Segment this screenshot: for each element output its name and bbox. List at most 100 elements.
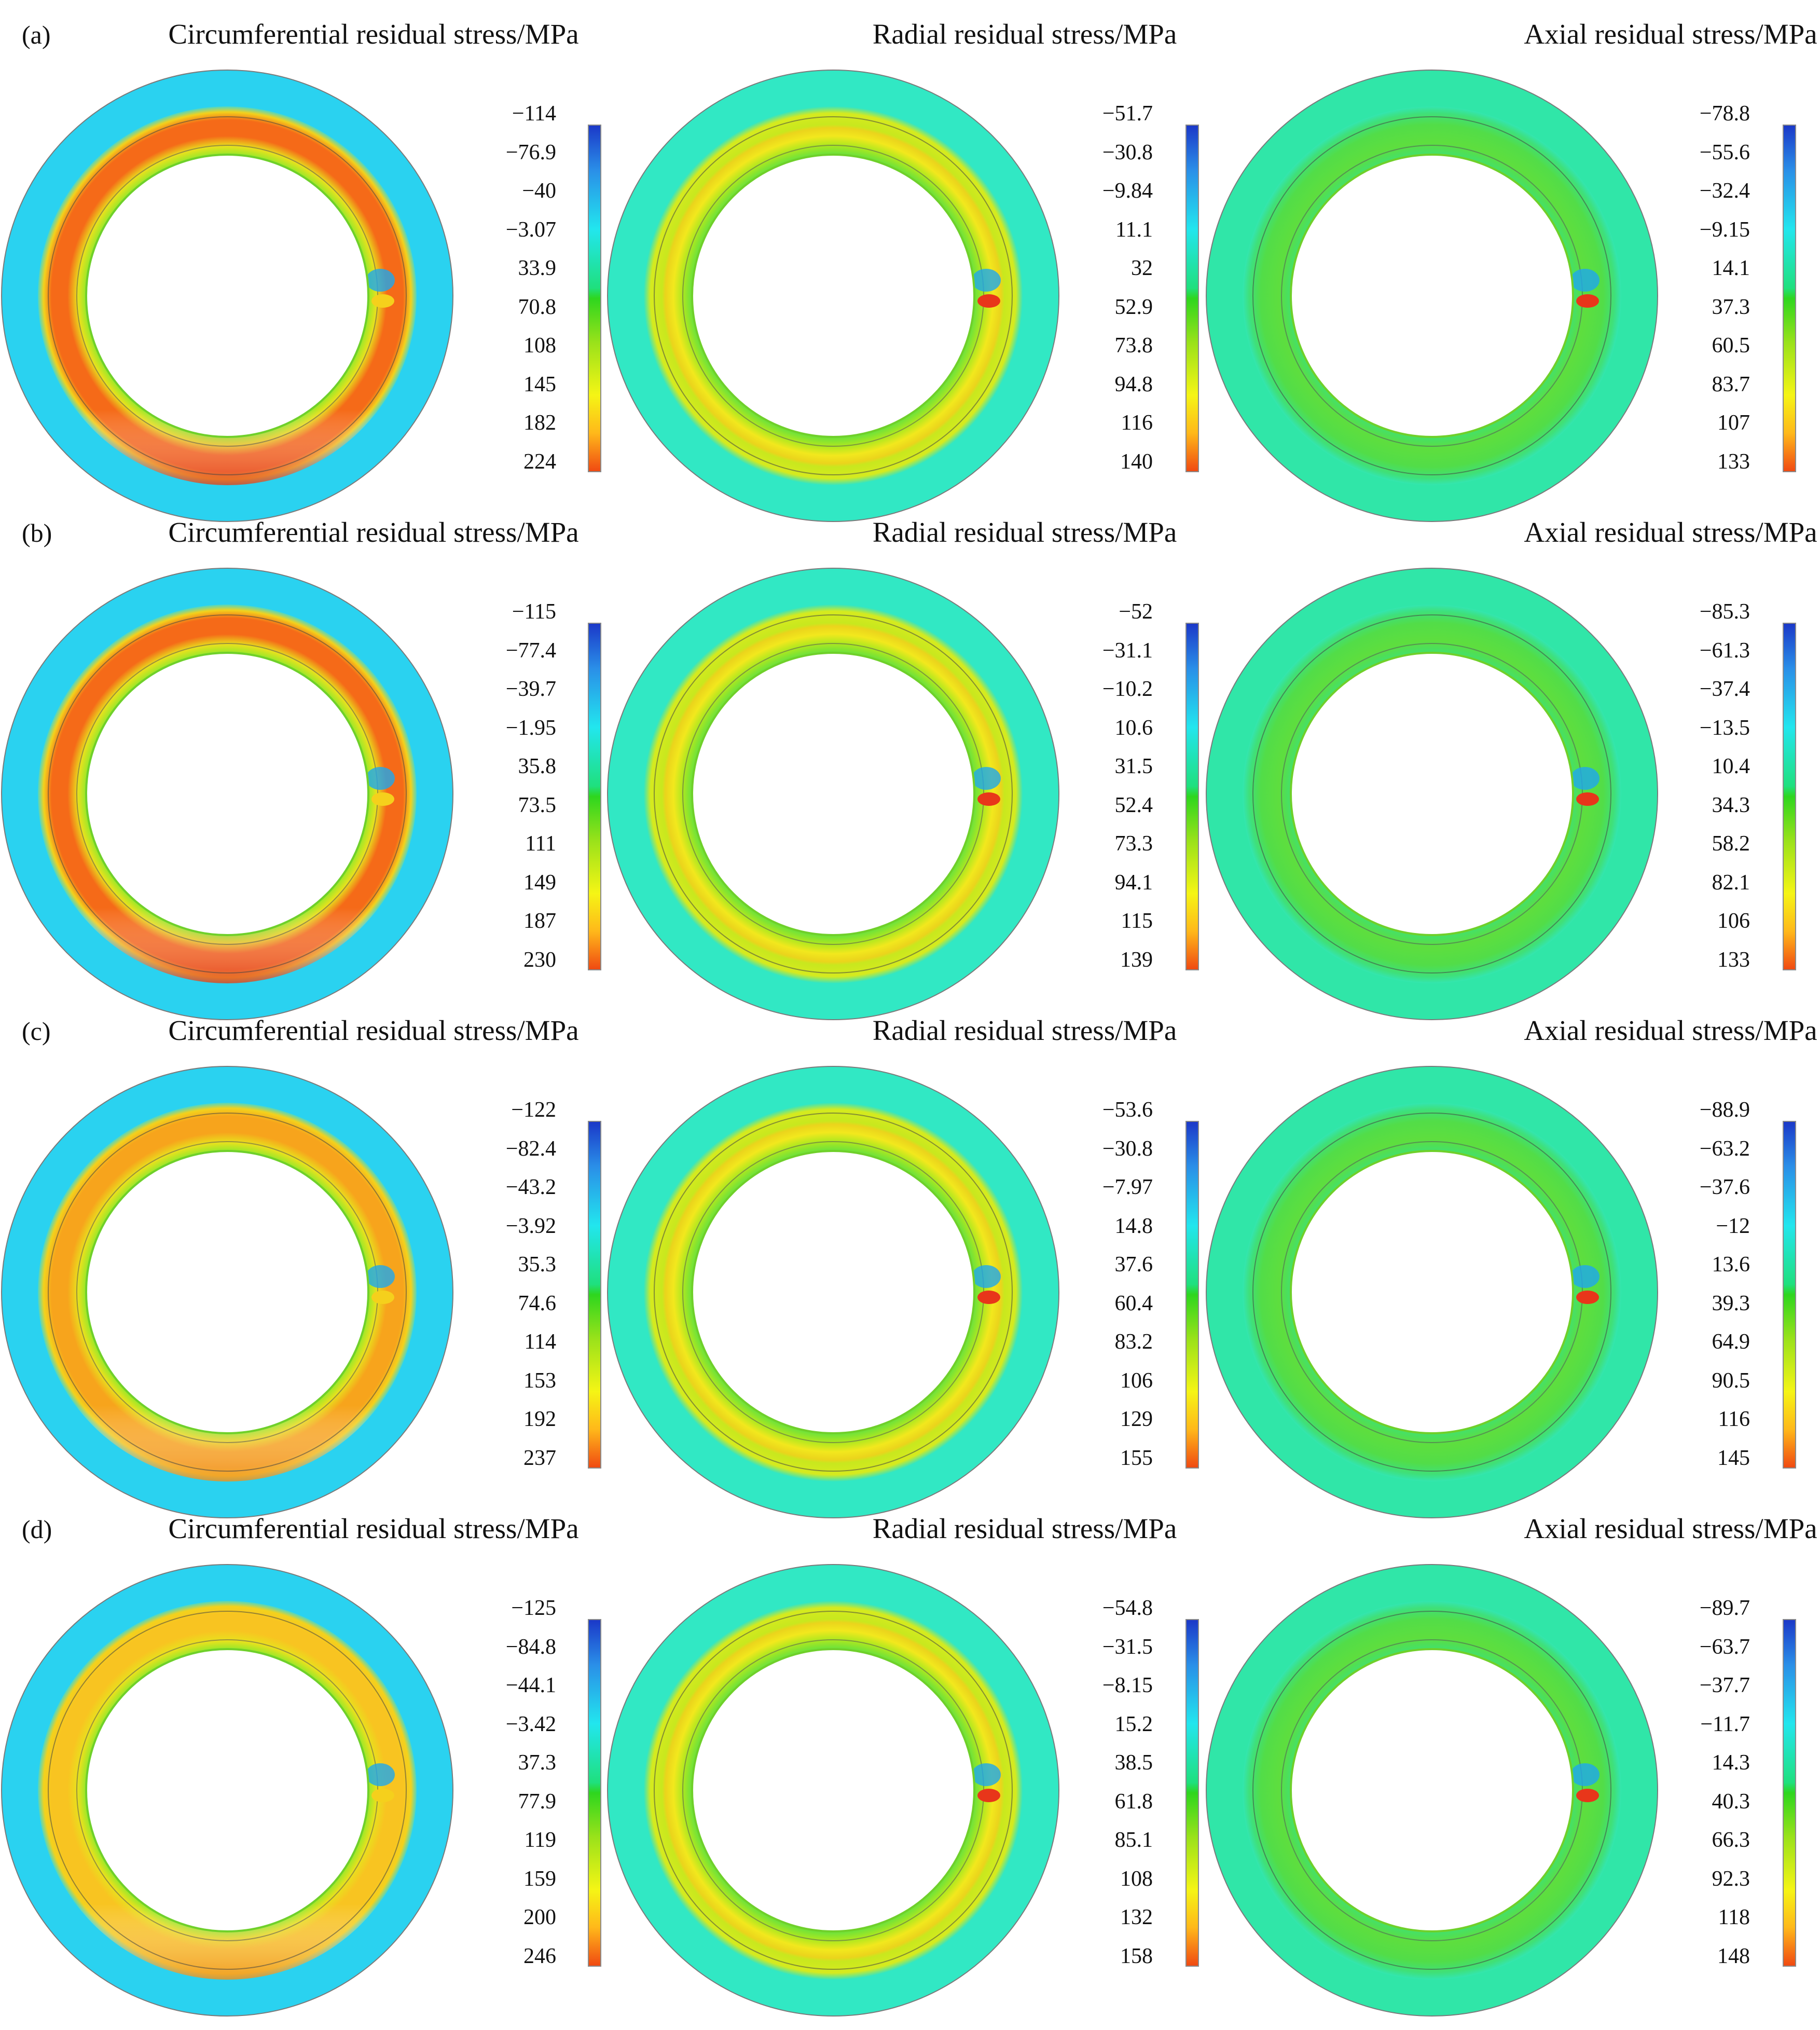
interface-line xyxy=(1252,1611,1611,1970)
colorbar-tick-label: −8.15 xyxy=(1102,1674,1153,1697)
colorbar-tick-label: −51.7 xyxy=(1102,102,1153,126)
weld-start-hot-spot xyxy=(371,792,394,806)
colorbar-tick-label: 133 xyxy=(1717,948,1750,972)
colorbar-tick-label: −55.6 xyxy=(1699,140,1750,164)
colorbar xyxy=(1783,623,1796,970)
colorbar-tick-label: 83.7 xyxy=(1712,372,1750,396)
colorbar-tick-label: −61.3 xyxy=(1699,638,1750,663)
colorbar-tick-label: −44.1 xyxy=(505,1674,556,1697)
pipe-bore xyxy=(85,154,369,438)
weld-start-cold-spot xyxy=(972,1265,1001,1288)
colorbar-tick-label: 140 xyxy=(1120,449,1153,474)
colorbar-tick-label: −77.4 xyxy=(505,638,556,663)
colorbar-tick-label: 40.3 xyxy=(1712,1789,1750,1814)
interface-line xyxy=(48,614,407,973)
colorbar-tick-label: −37.7 xyxy=(1699,1674,1750,1697)
colorbar-tick-label: 107 xyxy=(1717,411,1750,435)
colorbar-tick-label: 31.5 xyxy=(1114,755,1153,778)
weld-start-cold-spot xyxy=(1570,269,1600,292)
stress-contour-ring-axial xyxy=(1206,70,1658,522)
colorbar-tick-label: −125 xyxy=(511,1596,556,1620)
colorbar xyxy=(588,1121,601,1469)
colorbar-tick-label: −63.7 xyxy=(1699,1635,1750,1659)
pipe-bore xyxy=(1290,652,1574,936)
colorbar-tick-label: −3.42 xyxy=(505,1712,556,1736)
pipe-bore xyxy=(691,1150,975,1434)
colorbar xyxy=(1185,1619,1199,1967)
interface-line xyxy=(48,116,407,475)
colorbar-tick-label: −9.15 xyxy=(1699,217,1750,242)
colorbar-tick-label: 159 xyxy=(523,1867,556,1891)
row-label: (a) xyxy=(22,20,51,49)
colorbar-tick-label: −31.1 xyxy=(1102,638,1153,663)
colorbar-tick-label: 77.9 xyxy=(518,1789,557,1814)
interface-line xyxy=(654,116,1013,475)
weld-start-hot-spot xyxy=(977,1291,1000,1304)
hot-bottom-shading xyxy=(38,1292,417,1482)
colorbar-tick-label: 37.3 xyxy=(518,1751,557,1775)
colorbar-tick-label: 230 xyxy=(523,948,556,972)
colorbar-tick-label: 148 xyxy=(1717,1944,1750,1968)
colorbar-tick-label: 11.1 xyxy=(1115,217,1153,242)
colorbar-tick-label: 116 xyxy=(1718,1407,1750,1431)
colorbar-tick-label: 114 xyxy=(524,1330,556,1354)
colorbar-tick-label: 60.5 xyxy=(1712,334,1750,358)
colorbar xyxy=(588,125,601,472)
weld-start-cold-spot xyxy=(366,767,395,790)
stress-contour-ring-circ xyxy=(1,1564,453,2017)
hot-bottom-shading xyxy=(38,794,417,983)
colorbar-tick-label: −9.84 xyxy=(1102,179,1153,203)
colorbar-tick-label: 246 xyxy=(523,1944,556,1968)
stress-contour-ring-radial xyxy=(607,70,1059,522)
colorbar-tick-label: 94.1 xyxy=(1114,870,1153,895)
colorbar-tick-label: 187 xyxy=(523,909,556,933)
panel-title-circ: Circumferential residual stress/MPa xyxy=(168,18,579,50)
colorbar-tick-label: 155 xyxy=(1120,1446,1153,1470)
colorbar-tick-label: 73.5 xyxy=(518,793,557,817)
colorbar-tick-label: 15.2 xyxy=(1114,1712,1153,1736)
colorbar-tick-label: 33.9 xyxy=(518,256,557,280)
weld-start-cold-spot xyxy=(366,269,395,292)
colorbar-tick-label: 132 xyxy=(1120,1905,1153,1929)
pipe-bore xyxy=(691,652,975,936)
colorbar-tick-label: −78.8 xyxy=(1699,102,1750,126)
colorbar xyxy=(1783,1121,1796,1469)
weld-start-hot-spot xyxy=(977,294,1000,308)
colorbar-tick-label: 115 xyxy=(1121,909,1153,933)
colorbar-tick-label: −122 xyxy=(511,1098,556,1122)
colorbar-tick-label: 32 xyxy=(1131,256,1153,280)
colorbar-tick-label: 52.9 xyxy=(1114,295,1153,319)
colorbar-tick-label: −30.8 xyxy=(1102,1136,1153,1161)
colorbar-tick-label: 106 xyxy=(1717,909,1750,933)
colorbar-tick-label: −54.8 xyxy=(1102,1596,1153,1620)
interface-line xyxy=(48,1611,407,1970)
stress-contour-ring-circ xyxy=(1,568,453,1020)
interface-line xyxy=(654,614,1013,973)
row-label: (c) xyxy=(22,1017,51,1046)
pipe-bore xyxy=(85,652,369,936)
colorbar-tick-label: −1.95 xyxy=(505,716,556,740)
colorbar-tick-label: −53.6 xyxy=(1102,1098,1153,1122)
panel-title-radial: Radial residual stress/MPa xyxy=(872,516,1177,548)
colorbar-tick-label: 153 xyxy=(523,1368,556,1393)
colorbar-tick-label: 14.3 xyxy=(1712,1751,1750,1775)
weld-start-cold-spot xyxy=(1570,767,1600,790)
colorbar-tick-label: 94.8 xyxy=(1114,372,1153,396)
interface-line xyxy=(48,1113,407,1472)
colorbar-tick-label: 182 xyxy=(523,411,556,435)
weld-start-cold-spot xyxy=(972,767,1001,790)
colorbar-tick-label: 85.1 xyxy=(1114,1828,1153,1852)
colorbar-tick-label: −85.3 xyxy=(1699,600,1750,624)
colorbar-tick-label: 13.6 xyxy=(1712,1253,1750,1277)
colorbar-tick-label: 200 xyxy=(523,1905,556,1929)
colorbar-tick-label: 158 xyxy=(1120,1944,1153,1968)
colorbar-tick-label: −89.7 xyxy=(1699,1596,1750,1620)
colorbar-tick-label: 92.3 xyxy=(1712,1867,1750,1891)
weld-start-cold-spot xyxy=(1570,1763,1600,1786)
panel-title-axial: Axial residual stress/MPa xyxy=(1524,1014,1817,1046)
colorbar xyxy=(1783,125,1796,472)
stress-contour-ring-circ xyxy=(1,70,453,522)
pipe-bore xyxy=(85,1150,369,1434)
colorbar-tick-label: 145 xyxy=(1717,1446,1750,1470)
pipe-bore xyxy=(1290,1648,1574,1932)
